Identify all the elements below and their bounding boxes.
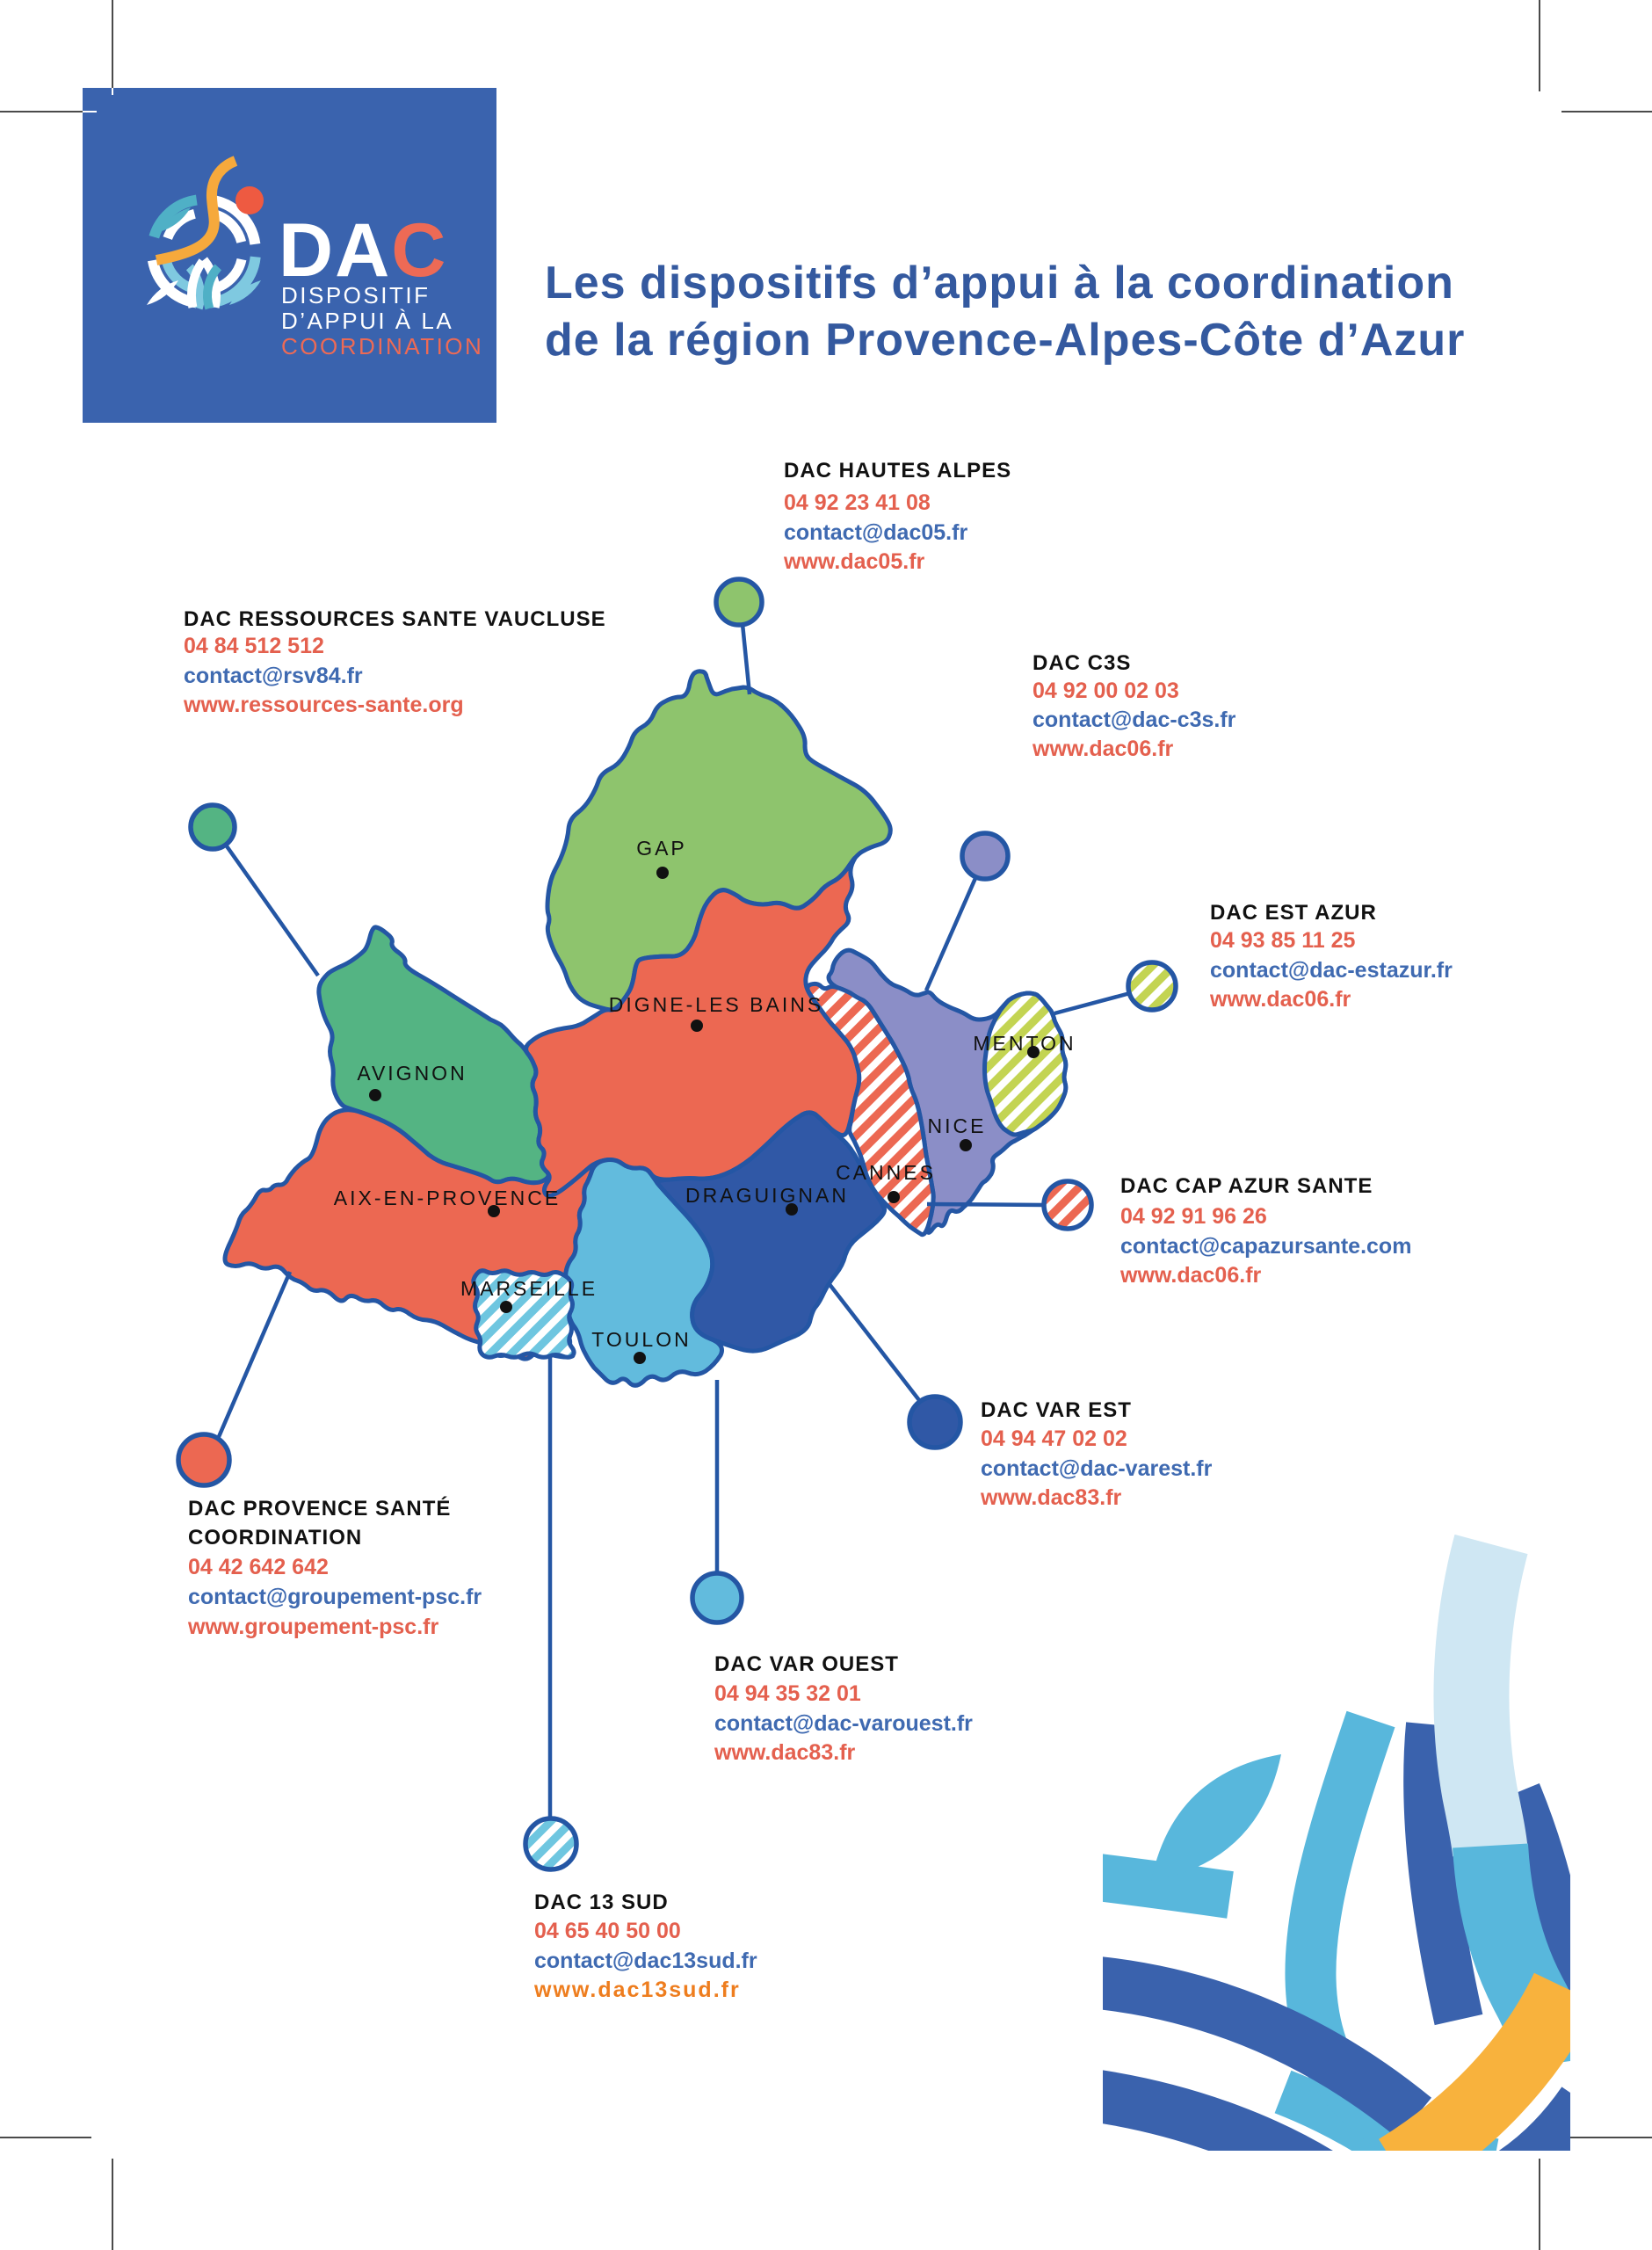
- svg-text:www.dac83.fr: www.dac83.fr: [714, 1740, 856, 1765]
- svg-text:DAC C3S: DAC C3S: [1032, 651, 1131, 675]
- svg-text:04 42 642 642: 04 42 642 642: [188, 1555, 329, 1579]
- svg-text:D’APPUI À LA: D’APPUI À LA: [281, 308, 453, 334]
- svg-text:04 93 85 11 25: 04 93 85 11 25: [1210, 928, 1356, 953]
- svg-text:04 84 512 512: 04 84 512 512: [184, 634, 324, 658]
- svg-text:NICE: NICE: [928, 1114, 987, 1137]
- svg-text:www.dac06.fr: www.dac06.fr: [1209, 987, 1351, 1012]
- svg-text:GAP: GAP: [636, 837, 687, 860]
- svg-text:www.dac13sud.fr: www.dac13sud.fr: [533, 1978, 741, 2002]
- svg-text:DAC VAR EST: DAC VAR EST: [981, 1398, 1132, 1422]
- svg-text:contact@groupement-psc.fr: contact@groupement-psc.fr: [188, 1585, 482, 1609]
- svg-text:MARSEILLE: MARSEILLE: [460, 1277, 598, 1300]
- svg-text:www.ressources-sante.org: www.ressources-sante.org: [183, 693, 464, 717]
- svg-text:TOULON: TOULON: [591, 1328, 691, 1351]
- svg-text:de la région Provence-Alpes-Cô: de la région Provence-Alpes-Côte d’Azur: [545, 315, 1465, 366]
- svg-text:contact@capazursante.com: contact@capazursante.com: [1120, 1234, 1411, 1259]
- svg-text:DAC PROVENCE SANTÉ: DAC PROVENCE SANTÉ: [188, 1496, 451, 1521]
- svg-text:DAC CAP AZUR SANTE: DAC CAP AZUR SANTE: [1120, 1174, 1373, 1198]
- svg-text:04 92 91 96 26: 04 92 91 96 26: [1120, 1204, 1267, 1229]
- svg-text:Les dispositifs d’appui à la c: Les dispositifs d’appui à la coordinatio…: [545, 258, 1454, 308]
- svg-text:04 94 35 32 01: 04 94 35 32 01: [714, 1681, 861, 1706]
- svg-text:CANNES: CANNES: [836, 1161, 936, 1184]
- svg-text:www.dac06.fr: www.dac06.fr: [1032, 737, 1174, 761]
- svg-text:DAC HAUTES ALPES: DAC HAUTES ALPES: [784, 459, 1011, 483]
- svg-text:www.groupement-psc.fr: www.groupement-psc.fr: [187, 1615, 438, 1639]
- svg-text:COORDINATION: COORDINATION: [188, 1526, 362, 1550]
- svg-text:DAC: DAC: [279, 208, 447, 293]
- svg-text:DAC VAR OUEST: DAC VAR OUEST: [714, 1652, 899, 1676]
- svg-text:DAC RESSOURCES SANTE VAUCLUSE: DAC RESSOURCES SANTE VAUCLUSE: [184, 607, 606, 631]
- svg-text:contact@dac-varest.fr: contact@dac-varest.fr: [981, 1456, 1213, 1481]
- svg-text:www.dac05.fr: www.dac05.fr: [783, 549, 925, 574]
- svg-text:COORDINATION: COORDINATION: [281, 333, 483, 359]
- svg-text:contact@dac-estazur.fr: contact@dac-estazur.fr: [1210, 958, 1453, 983]
- svg-text:contact@rsv84.fr: contact@rsv84.fr: [184, 664, 363, 688]
- svg-text:04 92 00 02 03: 04 92 00 02 03: [1032, 679, 1179, 703]
- svg-text:AIX-EN-PROVENCE: AIX-EN-PROVENCE: [334, 1187, 561, 1209]
- svg-text:contact@dac05.fr: contact@dac05.fr: [784, 520, 967, 545]
- svg-text:DIGNE-LES BAINS: DIGNE-LES BAINS: [609, 993, 823, 1016]
- svg-text:04 92 23 41 08: 04 92 23 41 08: [784, 490, 931, 515]
- svg-text:contact@dac-c3s.fr: contact@dac-c3s.fr: [1032, 708, 1236, 732]
- svg-text:AVIGNON: AVIGNON: [357, 1062, 467, 1085]
- svg-text:DISPOSITIF: DISPOSITIF: [281, 282, 430, 308]
- svg-text:DRAGUIGNAN: DRAGUIGNAN: [685, 1184, 849, 1207]
- svg-text:MENTON: MENTON: [973, 1032, 1076, 1055]
- svg-text:www.dac83.fr: www.dac83.fr: [980, 1485, 1122, 1510]
- svg-text:04 65 40 50 00: 04 65 40 50 00: [534, 1919, 681, 1943]
- svg-text:DAC EST AZUR: DAC EST AZUR: [1210, 901, 1377, 925]
- svg-text:04 94 47 02 02: 04 94 47 02 02: [981, 1426, 1127, 1451]
- svg-text:DAC 13 SUD: DAC 13 SUD: [534, 1891, 669, 1914]
- svg-text:contact@dac13sud.fr: contact@dac13sud.fr: [534, 1949, 757, 1973]
- svg-text:contact@dac-varouest.fr: contact@dac-varouest.fr: [714, 1711, 973, 1736]
- svg-text:www.dac06.fr: www.dac06.fr: [1119, 1263, 1262, 1288]
